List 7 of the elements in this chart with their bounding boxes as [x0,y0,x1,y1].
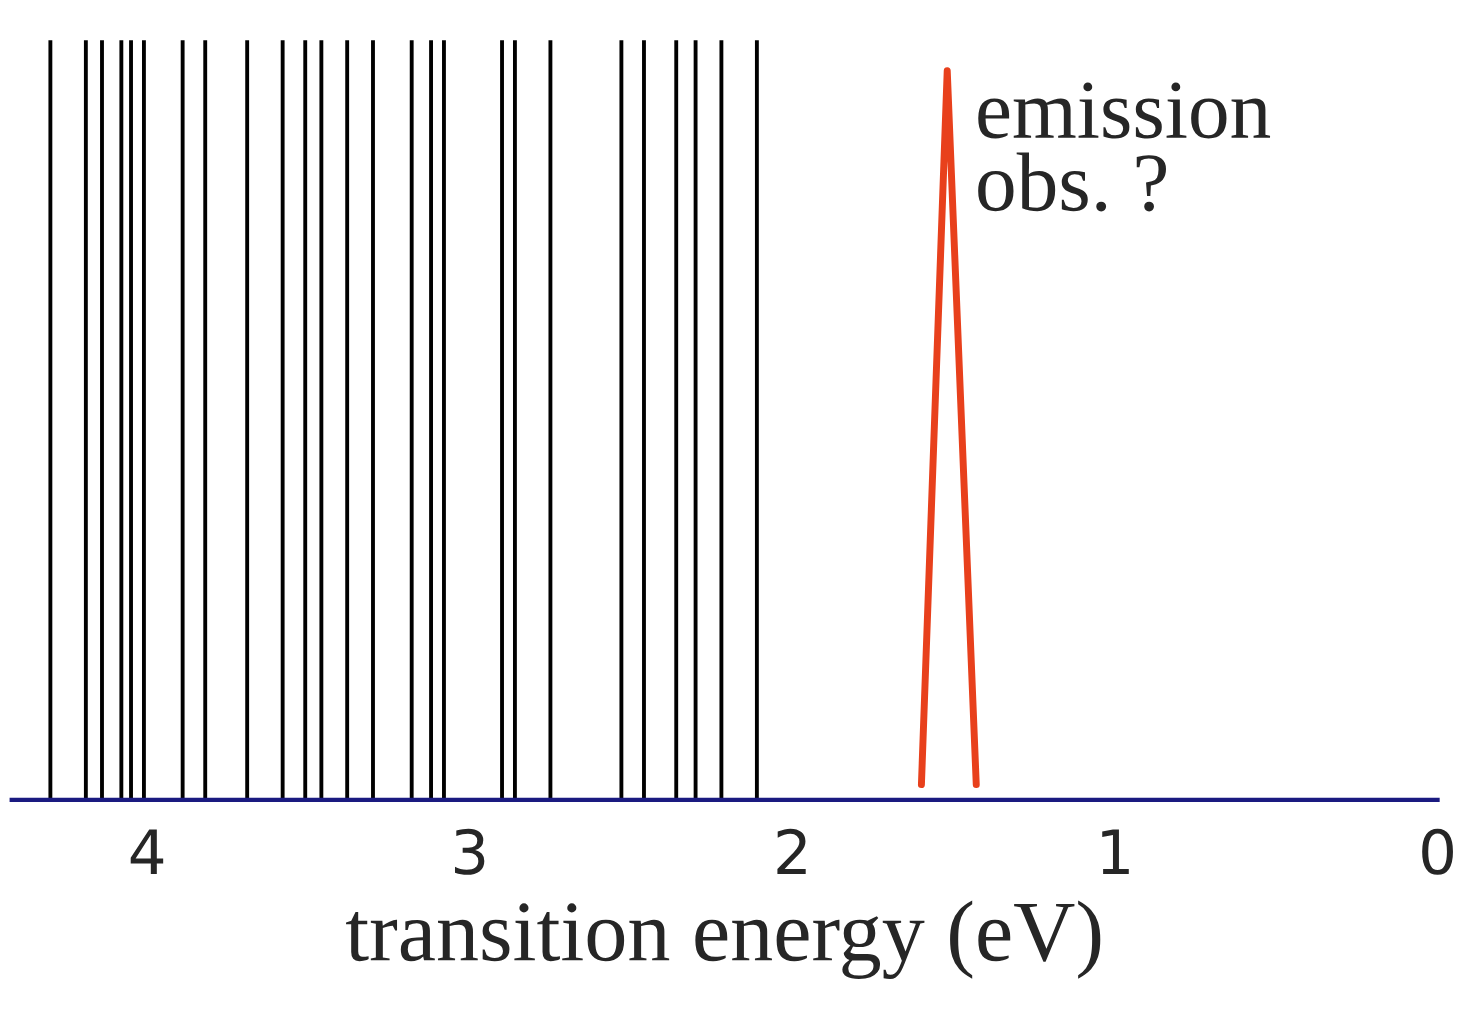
x-tick-label: 4 [130,829,164,874]
x-tick-label: 3 [454,828,485,875]
x-tick-label: 0 [1422,828,1453,875]
x-axis-title: transition energy (eV) [346,900,1101,979]
x-tick-label: 2 [777,828,806,874]
annotation: emission obs. ? [978,82,1271,212]
x-tick-label: 1 [1102,829,1129,874]
